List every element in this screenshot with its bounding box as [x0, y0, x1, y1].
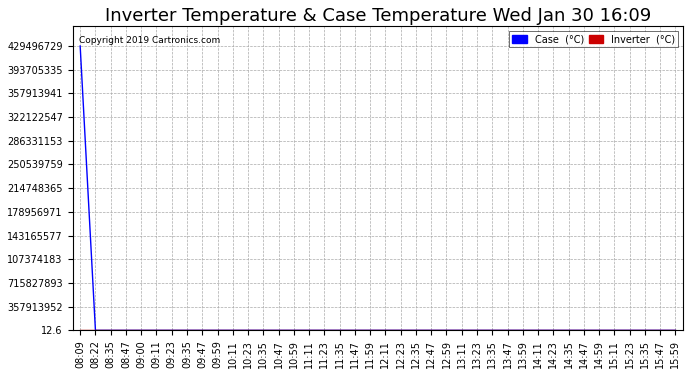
- Inverter  (°C): [397, 328, 405, 333]
- Case  (°C): [397, 328, 405, 333]
- Case  (°C): [168, 328, 176, 333]
- Inverter  (°C): [228, 328, 237, 333]
- Inverter  (°C): [305, 328, 313, 333]
- Case  (°C): [335, 328, 344, 333]
- Inverter  (°C): [137, 328, 146, 333]
- Inverter  (°C): [549, 328, 558, 333]
- Case  (°C): [213, 328, 221, 333]
- Case  (°C): [519, 328, 527, 333]
- Inverter  (°C): [610, 328, 618, 333]
- Case  (°C): [549, 328, 558, 333]
- Case  (°C): [442, 328, 451, 333]
- Inverter  (°C): [656, 328, 664, 333]
- Case  (°C): [610, 328, 618, 333]
- Case  (°C): [183, 328, 191, 333]
- Case  (°C): [305, 328, 313, 333]
- Case  (°C): [534, 328, 542, 333]
- Case  (°C): [198, 328, 206, 333]
- Inverter  (°C): [473, 328, 481, 333]
- Inverter  (°C): [442, 328, 451, 333]
- Case  (°C): [122, 328, 130, 333]
- Case  (°C): [427, 328, 435, 333]
- Title: Inverter Temperature & Case Temperature Wed Jan 30 16:09: Inverter Temperature & Case Temperature …: [105, 7, 651, 25]
- Case  (°C): [106, 328, 115, 333]
- Inverter  (°C): [168, 328, 176, 333]
- Case  (°C): [641, 328, 649, 333]
- Case  (°C): [366, 328, 374, 333]
- Legend: Case  (°C), Inverter  (°C): Case (°C), Inverter (°C): [509, 32, 678, 47]
- Inverter  (°C): [671, 328, 680, 333]
- Case  (°C): [152, 328, 161, 333]
- Inverter  (°C): [534, 328, 542, 333]
- Case  (°C): [76, 44, 84, 48]
- Inverter  (°C): [244, 328, 253, 333]
- Case  (°C): [382, 328, 390, 333]
- Case  (°C): [473, 328, 481, 333]
- Inverter  (°C): [183, 328, 191, 333]
- Inverter  (°C): [259, 328, 268, 333]
- Inverter  (°C): [641, 328, 649, 333]
- Case  (°C): [564, 328, 573, 333]
- Inverter  (°C): [91, 328, 99, 333]
- Inverter  (°C): [427, 328, 435, 333]
- Inverter  (°C): [580, 328, 588, 333]
- Inverter  (°C): [275, 328, 283, 333]
- Case  (°C): [351, 328, 359, 333]
- Inverter  (°C): [488, 328, 496, 333]
- Case  (°C): [91, 328, 99, 333]
- Case  (°C): [244, 328, 253, 333]
- Inverter  (°C): [198, 328, 206, 333]
- Text: Copyright 2019 Cartronics.com: Copyright 2019 Cartronics.com: [79, 36, 220, 45]
- Inverter  (°C): [457, 328, 466, 333]
- Case  (°C): [504, 328, 512, 333]
- Case  (°C): [595, 328, 603, 333]
- Case  (°C): [457, 328, 466, 333]
- Inverter  (°C): [320, 328, 328, 333]
- Case  (°C): [228, 328, 237, 333]
- Case  (°C): [626, 328, 634, 333]
- Inverter  (°C): [564, 328, 573, 333]
- Inverter  (°C): [213, 328, 221, 333]
- Inverter  (°C): [382, 328, 390, 333]
- Inverter  (°C): [335, 328, 344, 333]
- Case  (°C): [488, 328, 496, 333]
- Inverter  (°C): [366, 328, 374, 333]
- Inverter  (°C): [122, 328, 130, 333]
- Inverter  (°C): [76, 328, 84, 333]
- Line: Case  (°C): Case (°C): [80, 46, 676, 330]
- Case  (°C): [412, 328, 420, 333]
- Inverter  (°C): [626, 328, 634, 333]
- Case  (°C): [671, 328, 680, 333]
- Inverter  (°C): [351, 328, 359, 333]
- Case  (°C): [275, 328, 283, 333]
- Case  (°C): [137, 328, 146, 333]
- Case  (°C): [580, 328, 588, 333]
- Inverter  (°C): [519, 328, 527, 333]
- Inverter  (°C): [504, 328, 512, 333]
- Case  (°C): [290, 328, 298, 333]
- Inverter  (°C): [412, 328, 420, 333]
- Case  (°C): [320, 328, 328, 333]
- Inverter  (°C): [290, 328, 298, 333]
- Inverter  (°C): [152, 328, 161, 333]
- Inverter  (°C): [106, 328, 115, 333]
- Inverter  (°C): [595, 328, 603, 333]
- Case  (°C): [259, 328, 268, 333]
- Case  (°C): [656, 328, 664, 333]
